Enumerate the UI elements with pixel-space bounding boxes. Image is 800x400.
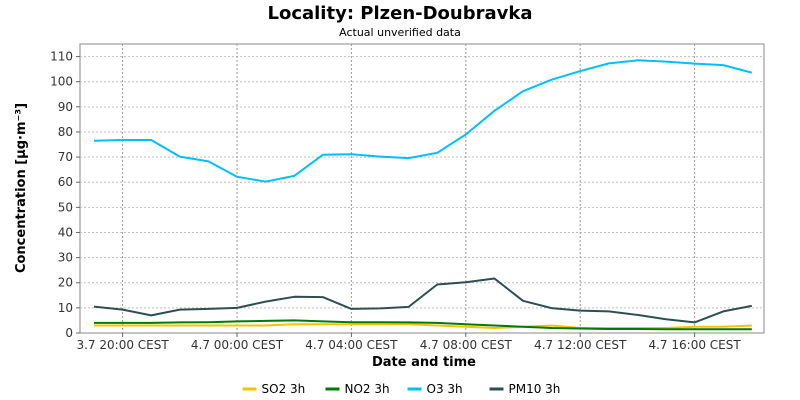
y-tick-label: 30: [58, 251, 73, 265]
x-axis-ticks: 3.7 20:00 CEST 4.7 00:00 CEST 4.7 04:00 CE…: [76, 333, 741, 352]
legend-label-pm10-3h: PM10 3h: [509, 382, 561, 396]
legend: SO2 3h NO2 3h O3 3h PM10 3h: [242, 382, 561, 396]
y-tick-label: 100: [50, 75, 73, 89]
plot-area: [79, 43, 765, 334]
x-tick-label: 4.7 16:00 CEST: [648, 338, 741, 352]
y-tick-label: 80: [58, 125, 73, 139]
series-line-no2-3h: [94, 319, 752, 331]
y-tick-label: 70: [58, 150, 73, 164]
y-tick-label: 90: [58, 100, 73, 114]
chart-subtitle: Actual unverified data: [339, 26, 461, 39]
y-tick-label: 20: [58, 276, 73, 290]
grid: [80, 44, 764, 333]
legend-label-o3-3h: O3 3h: [427, 382, 463, 396]
series-line-o3-3h: [93, 59, 753, 183]
x-tick-label: 4.7 08:00 CEST: [420, 338, 513, 352]
series-lines: [93, 59, 753, 331]
x-tick-label: 4.7 12:00 CEST: [534, 338, 627, 352]
y-axis-label: Concentration [µg·m⁻³]: [14, 103, 29, 273]
x-axis-label: Date and time: [372, 355, 476, 370]
y-tick-label: 50: [58, 200, 73, 214]
x-tick-label: 4.7 04:00 CEST: [305, 338, 398, 352]
chart-title: Locality: Plzen-Doubravka: [267, 3, 532, 24]
y-tick-label: 40: [58, 225, 73, 239]
y-tick-label: 0: [65, 326, 73, 340]
series-line-pm10-3h: [93, 277, 752, 324]
series-line-so2-3h: [94, 323, 752, 329]
y-tick-label: 110: [50, 50, 73, 64]
legend-label-so2-3h: SO2 3h: [262, 382, 306, 396]
x-tick-label: 3.7 20:00 CEST: [76, 338, 169, 352]
y-axis-ticks: 0 10 20 30 40 50 60 70 80 90 100 110: [50, 50, 80, 340]
y-tick-label: 10: [58, 301, 73, 315]
x-tick-label: 4.7 00:00 CEST: [191, 338, 284, 352]
legend-label-no2-3h: NO2 3h: [345, 382, 390, 396]
y-tick-label: 60: [58, 175, 73, 189]
